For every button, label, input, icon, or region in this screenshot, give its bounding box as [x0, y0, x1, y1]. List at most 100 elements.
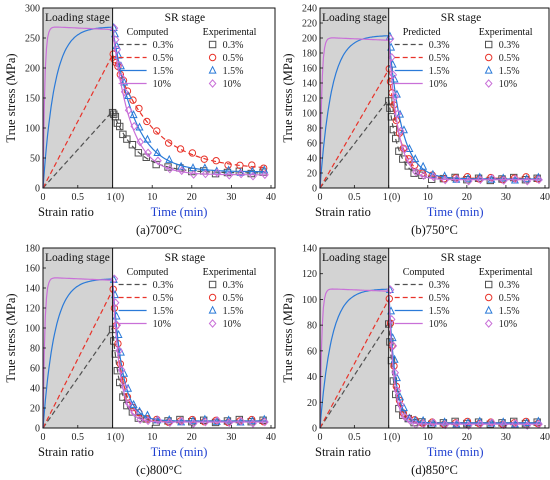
data-point	[248, 161, 256, 169]
legend-marker	[484, 305, 493, 314]
data-point	[511, 419, 520, 428]
sr-stage-label: SR stage	[165, 12, 206, 24]
data-point	[144, 148, 152, 158]
x-tick-label-sr: 40	[266, 432, 276, 443]
data-point	[188, 415, 197, 424]
chart-panel-3: 0 20 40 60 80 100 120 140 160 180 0 0.5 1 (0) 10 20 30 40…	[4, 244, 276, 478]
legend-label-computed: 1.5%	[429, 66, 450, 77]
data-point	[111, 298, 120, 308]
legend-label-computed: 10%	[153, 79, 171, 90]
legend-label-computed: 1.5%	[429, 306, 450, 317]
y-tick-label: 0	[35, 424, 40, 435]
data-point	[440, 417, 449, 426]
y-tick-label: 50	[30, 154, 40, 165]
x-tick-label-loading: 1	[383, 192, 388, 203]
relaxation-curve-0.5pct	[112, 54, 268, 169]
x-tick-label-sr: (0)	[113, 192, 125, 203]
data-point	[400, 412, 409, 421]
data-point	[136, 415, 145, 424]
y-tick-label: 140	[302, 244, 317, 255]
chart-panel-4: 0 20 40 60 80 100 120 140 0 0.5 1 (0) 10 20 30 40 True s…	[281, 244, 550, 478]
data-point	[135, 104, 143, 113]
x-tick-label-loading: 0.5	[348, 432, 361, 443]
data-point	[213, 168, 222, 178]
x-tick-label-sr: (0)	[389, 432, 401, 443]
data-point	[419, 171, 428, 181]
legend-marker	[208, 40, 217, 49]
data-point	[405, 155, 413, 163]
legend-label-experimental: 0.3%	[499, 40, 520, 51]
data-point	[128, 141, 137, 149]
y-tick-label: 240	[302, 4, 317, 15]
legend-label-experimental: 0.3%	[223, 40, 244, 51]
legend-marker	[208, 305, 217, 314]
legend-label-computed: 0.5%	[153, 293, 174, 304]
legend-label-computed: 10%	[153, 319, 171, 330]
data-point	[188, 149, 197, 157]
panel-caption: (b)750°C	[411, 223, 458, 237]
data-point	[391, 92, 400, 101]
data-point	[249, 419, 257, 428]
y-tick-label: 40	[307, 372, 317, 383]
data-point	[130, 408, 139, 417]
data-point	[406, 157, 414, 167]
data-point	[535, 175, 543, 185]
x-axis-title-loading: Strain ratio	[38, 445, 94, 459]
x-axis-title-time: Time (min)	[427, 445, 484, 459]
loading-curve-1.5pct	[319, 35, 389, 189]
plot-frame	[42, 247, 276, 429]
data-point	[113, 45, 122, 55]
x-tick-label-sr: 10	[147, 432, 157, 443]
relaxation-curve-0.3pct	[388, 322, 542, 424]
y-axis-title: True stress (MPa)	[281, 53, 295, 142]
data-point	[135, 122, 144, 131]
data-point	[476, 175, 485, 185]
data-point	[393, 386, 402, 396]
y-tick-label: 160	[25, 264, 40, 275]
x-tick-label-loading: 0	[318, 192, 323, 203]
data-point	[453, 174, 461, 184]
data-point	[260, 165, 269, 174]
y-tick-label: 120	[302, 269, 317, 280]
data-point	[411, 154, 420, 163]
data-point	[111, 35, 120, 45]
data-point	[249, 171, 257, 181]
legend-header-computed: Computed	[127, 267, 169, 278]
chart-panel-2: 0 20 40 60 80 100 120 140 160 180 200 220 240 0 0.5 1 (0…	[281, 4, 550, 238]
legend-marker	[485, 40, 493, 49]
legend-label-computed: 0.5%	[429, 53, 450, 64]
data-point	[119, 393, 127, 401]
legend-label-computed: 10%	[429, 319, 447, 330]
data-point	[389, 125, 398, 134]
data-point	[120, 77, 129, 86]
data-point	[117, 73, 126, 82]
data-point	[177, 161, 186, 170]
data-point	[400, 144, 409, 154]
x-tick-label-sr: 20	[187, 192, 197, 203]
y-tick-label: 60	[307, 139, 317, 150]
data-point	[392, 89, 401, 98]
data-point	[261, 170, 269, 180]
x-tick-label-sr: 30	[226, 432, 236, 443]
y-tick-label: 20	[307, 398, 317, 409]
data-point	[119, 130, 127, 139]
legend-label-experimental: 10%	[223, 319, 241, 330]
y-tick-label: 40	[30, 384, 40, 395]
data-point	[237, 169, 245, 179]
data-point	[488, 173, 496, 183]
y-tick-label: 160	[302, 64, 317, 75]
data-point	[189, 419, 198, 428]
legend-label-computed: 0.3%	[429, 40, 450, 51]
data-point	[523, 176, 532, 186]
data-point	[396, 400, 405, 410]
data-point	[225, 170, 234, 180]
legend-label-experimental: 10%	[499, 319, 517, 330]
legend-marker	[484, 65, 493, 74]
y-tick-label: 140	[25, 284, 40, 295]
x-tick-label-sr: 30	[501, 432, 511, 443]
legend-label-computed: 1.5%	[153, 66, 174, 77]
data-point	[123, 135, 131, 143]
panel-caption: (c)800°C	[136, 463, 182, 477]
y-tick-label: 100	[25, 124, 40, 135]
